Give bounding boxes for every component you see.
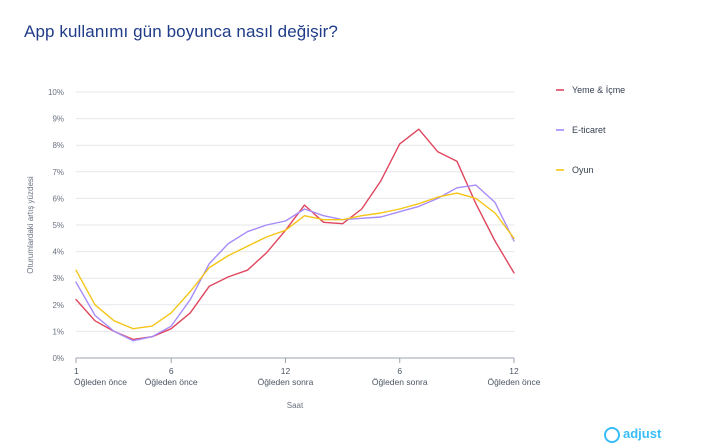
legend-label: E-ticaret — [572, 125, 606, 135]
y-tick-label: 10% — [48, 88, 64, 97]
logo-text: adjust — [623, 426, 662, 441]
logo-mark-icon — [604, 426, 620, 443]
legend: Yeme & İçme E-ticaret Oyun — [556, 85, 625, 175]
y-tick-label: 6% — [52, 194, 64, 203]
x-tick-period-label: Öğleden sonra — [372, 377, 428, 387]
series-lines — [75, 128, 515, 342]
y-axis-label: Oturumlardaki artış yüzdesi — [26, 176, 35, 274]
x-tick-label: 6 — [397, 366, 402, 376]
y-tick-label: 5% — [52, 221, 64, 230]
legend-label: Oyun — [572, 165, 594, 175]
adjust-logo: adjust — [604, 426, 661, 443]
x-tick-period-label: Öğleden önce — [488, 377, 541, 387]
y-tick-label: 9% — [52, 115, 64, 124]
series-line — [75, 192, 515, 330]
y-tick-label: 7% — [52, 168, 64, 177]
series-line — [75, 128, 515, 341]
x-tick-period-label: Öğleden önce — [145, 377, 198, 387]
x-tick-label: 1 — [74, 366, 79, 376]
y-tick-label: 4% — [52, 248, 64, 257]
x-tick-label: 12 — [509, 366, 519, 376]
x-tick-label: 12 — [281, 366, 291, 376]
x-tick-label: 6 — [169, 366, 174, 376]
x-tick-period-label: Öğleden sonra — [258, 377, 314, 387]
grid-lines — [76, 91, 514, 359]
y-tick-label: 3% — [52, 274, 64, 283]
y-axis-ticks: 0% 1% 2% 3% 4% 5% 6% 7% 8% 9% 10% — [48, 88, 64, 363]
x-axis-label: Saat — [287, 401, 304, 410]
y-tick-label: 2% — [52, 301, 64, 310]
y-tick-label: 1% — [52, 327, 64, 336]
x-tick-period-label: Öğleden önce — [74, 377, 127, 387]
y-tick-label: 0% — [52, 354, 64, 363]
legend-label: Yeme & İçme — [572, 85, 625, 95]
series-line — [75, 184, 515, 342]
chart-title: App kullanımı gün boyunca nasıl değişir? — [24, 22, 338, 41]
y-tick-label: 8% — [52, 141, 64, 150]
